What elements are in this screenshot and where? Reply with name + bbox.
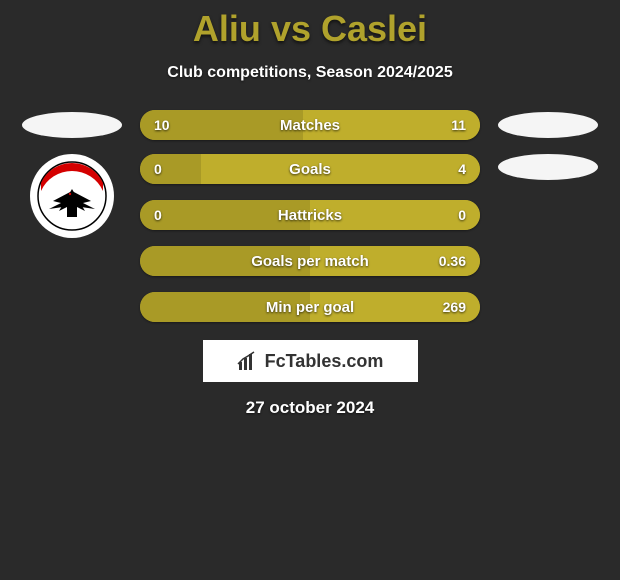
stat-rows-group: FCAarau 0 Goals 4 0 Hattricks <box>0 154 620 322</box>
bar-label: Hattricks <box>140 200 480 230</box>
right-side-column <box>498 154 598 180</box>
bar-label: Matches <box>140 110 480 140</box>
right-player-oval-icon <box>498 112 598 138</box>
bar-value-right: 269 <box>443 292 466 322</box>
bars-column: 0 Goals 4 0 Hattricks 0 Goals per match … <box>140 154 480 322</box>
player-right-name: Caslei <box>321 8 427 49</box>
bar-value-right: 4 <box>458 154 466 184</box>
subtitle: Club competitions, Season 2024/2025 <box>0 64 620 82</box>
player-left-name: Aliu <box>193 8 261 49</box>
bar-label: Goals per match <box>140 246 480 276</box>
svg-text:FCAarau: FCAarau <box>53 175 91 185</box>
bar-value-right: 11 <box>451 110 466 140</box>
left-player-oval-icon <box>22 112 122 138</box>
stat-row: 10 Matches 11 <box>0 110 620 140</box>
bar-label: Min per goal <box>140 292 480 322</box>
comparison-infographic: Aliu vs Caslei Club competitions, Season… <box>0 0 620 418</box>
bar-chart-icon <box>237 350 259 372</box>
bar-value-right: 0 <box>458 200 466 230</box>
crest-svg-icon: FCAarau <box>37 161 107 231</box>
stat-bar-goals-per-match: Goals per match 0.36 <box>140 246 480 276</box>
stat-bar-hattricks: 0 Hattricks 0 <box>140 200 480 230</box>
bar-value-right: 0.36 <box>439 246 466 276</box>
club-crest-icon: FCAarau <box>30 154 114 238</box>
right-player-oval-icon <box>498 154 598 180</box>
stat-bar-goals: 0 Goals 4 <box>140 154 480 184</box>
vs-word: vs <box>271 8 321 49</box>
stat-bar-min-per-goal: Min per goal 269 <box>140 292 480 322</box>
page-title: Aliu vs Caslei <box>0 8 620 50</box>
date-text: 27 october 2024 <box>0 398 620 418</box>
stat-bar-matches: 10 Matches 11 <box>140 110 480 140</box>
brand-text: FcTables.com <box>265 351 384 372</box>
brand-badge: FcTables.com <box>203 340 418 382</box>
bar-label: Goals <box>140 154 480 184</box>
left-side-column: FCAarau <box>22 154 122 238</box>
